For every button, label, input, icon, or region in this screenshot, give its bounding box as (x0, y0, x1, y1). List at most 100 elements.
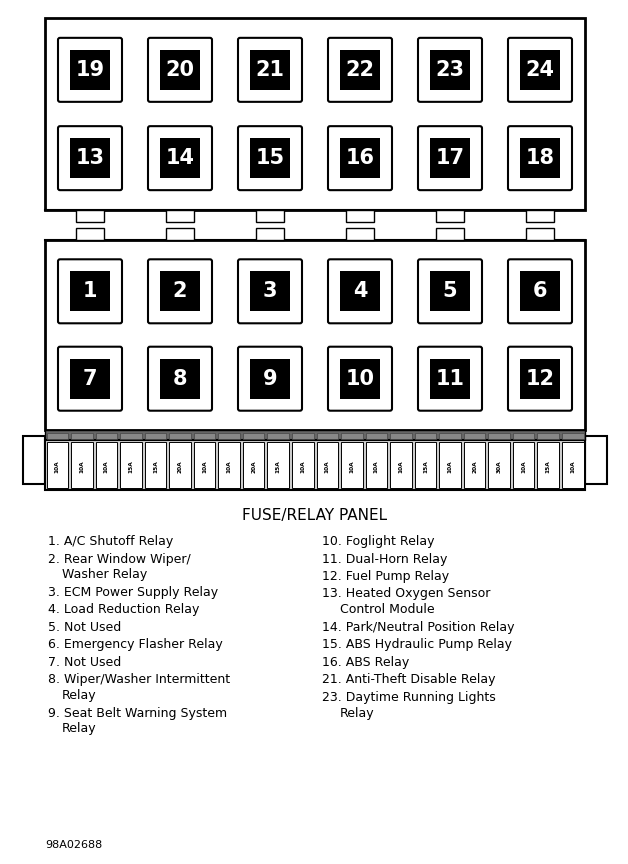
Text: 5. Not Used: 5. Not Used (48, 620, 121, 634)
FancyBboxPatch shape (328, 259, 392, 323)
Bar (166, 228, 194, 240)
Bar (45, 18, 585, 210)
Bar (256, 228, 284, 240)
Bar (317, 433, 338, 439)
Text: 7. Not Used: 7. Not Used (48, 656, 121, 669)
Text: 8. Wiper/Washer Intermittent: 8. Wiper/Washer Intermittent (48, 673, 230, 686)
Text: 14. Park/Neutral Position Relay: 14. Park/Neutral Position Relay (322, 620, 514, 634)
Bar (268, 442, 289, 488)
Bar (526, 210, 554, 222)
Bar (341, 442, 362, 488)
FancyBboxPatch shape (238, 126, 302, 190)
FancyBboxPatch shape (58, 38, 122, 102)
Text: 15A: 15A (423, 461, 428, 473)
Bar (160, 359, 200, 399)
FancyBboxPatch shape (328, 346, 392, 410)
FancyBboxPatch shape (58, 126, 122, 190)
Bar (390, 433, 412, 439)
Bar (520, 50, 560, 90)
Text: 10. Foglight Relay: 10. Foglight Relay (322, 535, 435, 548)
Bar (120, 433, 142, 439)
FancyBboxPatch shape (238, 259, 302, 323)
Text: 3. ECM Power Supply Relay: 3. ECM Power Supply Relay (48, 586, 218, 599)
Bar (436, 210, 464, 222)
Text: FUSE/RELAY PANEL: FUSE/RELAY PANEL (242, 508, 387, 523)
Bar (365, 433, 387, 439)
Text: 6. Emergency Flasher Relay: 6. Emergency Flasher Relay (48, 638, 223, 651)
Bar (256, 210, 284, 222)
Text: 15. ABS Hydraulic Pump Relay: 15. ABS Hydraulic Pump Relay (322, 638, 512, 651)
Bar (70, 138, 110, 178)
Bar (144, 433, 166, 439)
Text: 15A: 15A (546, 461, 551, 473)
Bar (70, 271, 110, 311)
Bar (144, 442, 166, 488)
FancyBboxPatch shape (58, 259, 122, 323)
Bar (346, 228, 374, 240)
FancyBboxPatch shape (238, 346, 302, 410)
Text: 30A: 30A (497, 461, 502, 473)
Bar (46, 433, 68, 439)
Bar (346, 210, 374, 222)
Text: 11: 11 (435, 369, 465, 389)
FancyBboxPatch shape (418, 346, 482, 410)
Bar (250, 359, 290, 399)
Text: Washer Relay: Washer Relay (62, 569, 147, 581)
Bar (365, 442, 387, 488)
Bar (243, 442, 264, 488)
Text: 10A: 10A (104, 461, 109, 473)
Bar (538, 442, 559, 488)
Bar (292, 433, 313, 439)
Bar (520, 359, 560, 399)
FancyBboxPatch shape (508, 126, 572, 190)
Bar (538, 433, 559, 439)
Bar (45, 440, 585, 490)
Bar (250, 271, 290, 311)
Bar (340, 138, 380, 178)
Text: 13: 13 (75, 148, 104, 168)
Bar (341, 433, 362, 439)
Text: 23: 23 (435, 60, 465, 79)
Bar (45, 430, 585, 440)
Bar (219, 433, 240, 439)
Bar (430, 138, 470, 178)
Bar (430, 271, 470, 311)
Text: 5: 5 (443, 282, 457, 302)
Bar (95, 442, 117, 488)
Bar (120, 442, 142, 488)
Bar (317, 442, 338, 488)
FancyBboxPatch shape (508, 346, 572, 410)
Bar (71, 433, 92, 439)
Bar (430, 50, 470, 90)
Text: 4. Load Reduction Relay: 4. Load Reduction Relay (48, 603, 199, 616)
Text: 21. Anti-Theft Disable Relay: 21. Anti-Theft Disable Relay (322, 673, 495, 686)
Text: 98A02688: 98A02688 (45, 840, 102, 850)
FancyBboxPatch shape (148, 346, 212, 410)
Text: 12. Fuel Pump Relay: 12. Fuel Pump Relay (322, 570, 449, 583)
Bar (45, 240, 585, 430)
Bar (340, 271, 380, 311)
Text: 19: 19 (75, 60, 105, 79)
Text: 1: 1 (83, 282, 97, 302)
Text: 16: 16 (345, 148, 374, 168)
Bar (439, 442, 461, 488)
FancyBboxPatch shape (238, 38, 302, 102)
Text: 1. A/C Shutoff Relay: 1. A/C Shutoff Relay (48, 535, 173, 548)
Bar (463, 442, 485, 488)
Text: 10: 10 (345, 369, 374, 389)
Text: 10A: 10A (398, 461, 403, 473)
Bar (160, 50, 200, 90)
Text: 20: 20 (166, 60, 195, 79)
Text: 15A: 15A (276, 461, 281, 473)
FancyBboxPatch shape (418, 126, 482, 190)
FancyBboxPatch shape (418, 259, 482, 323)
Text: 12: 12 (526, 369, 555, 389)
Text: 10A: 10A (448, 461, 453, 473)
Text: 10A: 10A (300, 461, 305, 473)
Bar (562, 433, 583, 439)
Bar (70, 50, 110, 90)
Text: Relay: Relay (62, 722, 97, 735)
Bar (76, 210, 104, 222)
Bar (169, 433, 191, 439)
FancyBboxPatch shape (328, 126, 392, 190)
